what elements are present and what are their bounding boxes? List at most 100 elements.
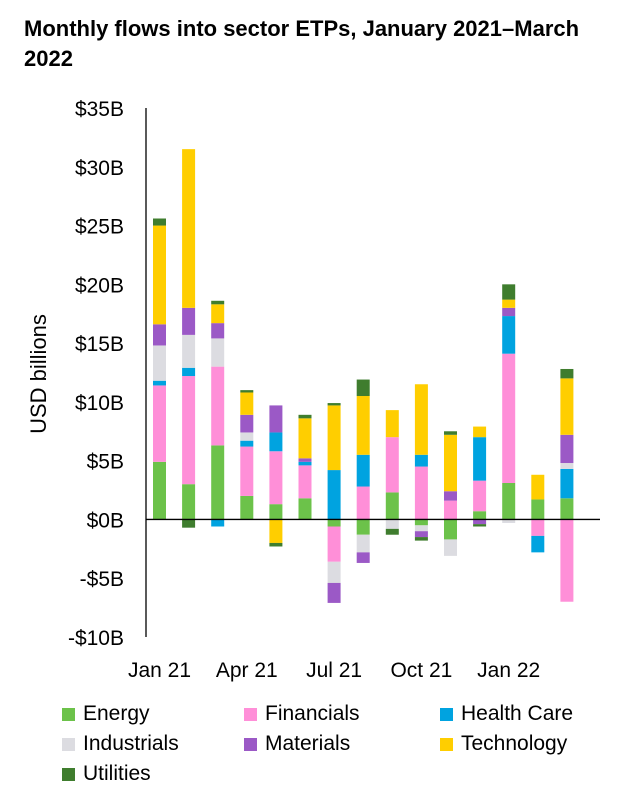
bar-segment-financials	[385, 437, 399, 493]
bar-segment-materials	[269, 405, 283, 433]
bar-segment-health-care	[182, 367, 196, 377]
y-tick-label: $5B	[87, 451, 124, 474]
bar-segment-materials	[298, 458, 312, 462]
chart-title: Monthly flows into sector ETPs, January …	[24, 16, 580, 71]
bar-segment-utilities	[473, 524, 487, 527]
bar-segment-industrials	[356, 534, 370, 553]
bar-segment-technology	[531, 474, 545, 500]
bar-segment-materials	[182, 307, 196, 335]
bar-segment-utilities	[502, 284, 516, 300]
y-tick-label: $30B	[75, 157, 124, 180]
bar-segment-health-care	[153, 380, 166, 386]
bar-segment-energy	[560, 498, 574, 520]
bar-segment-financials	[414, 466, 428, 520]
legend-swatch	[62, 707, 75, 721]
bar-segment-health-care	[414, 454, 428, 467]
bar-segment-health-care	[502, 316, 516, 354]
x-tick-label: Apr 21	[216, 659, 278, 682]
bar-segment-technology	[414, 384, 428, 455]
bar-segment-health-care	[327, 470, 341, 520]
bar-segment-utilities	[153, 218, 166, 226]
bar-segment-health-care	[240, 440, 254, 447]
legend-item-energy: Energy	[62, 702, 150, 726]
y-tick-label: -$5B	[80, 568, 124, 591]
bar-segment-materials	[327, 582, 341, 603]
bar-segment-energy	[414, 519, 428, 526]
legend-label: Materials	[265, 732, 351, 755]
bar-segment-energy	[444, 519, 457, 540]
bar-segment-utilities	[560, 368, 574, 379]
bar-segment-materials	[473, 519, 487, 525]
y-tick-label: $25B	[75, 216, 124, 239]
bar-segment-materials	[240, 414, 254, 433]
bar-segment-financials	[153, 385, 166, 462]
bar-segment-energy	[211, 445, 225, 520]
bar-segment-technology	[385, 410, 399, 438]
bar-segment-materials	[414, 531, 428, 538]
bar-segment-materials	[356, 552, 370, 563]
legend-swatch	[62, 767, 75, 781]
bar-segment-financials	[560, 519, 574, 602]
bar-segment-industrials	[502, 519, 516, 523]
y-tick-label: $0B	[87, 509, 124, 532]
legend-item-financials: Financials	[244, 702, 360, 726]
y-tick-label: $20B	[75, 274, 124, 297]
bar-segment-health-care	[473, 437, 487, 481]
bar-segment-utilities	[269, 542, 283, 547]
bar-segment-financials	[327, 526, 341, 562]
legend-swatch	[244, 707, 257, 721]
y-tick-label: $10B	[75, 392, 124, 415]
bar-segment-technology	[298, 418, 312, 459]
legend-item-utilities: Utilities	[62, 762, 151, 786]
legend-item-materials: Materials	[244, 732, 350, 756]
bar-segment-health-care	[211, 519, 225, 527]
legend-swatch	[440, 707, 453, 721]
bar-segment-health-care	[531, 535, 545, 553]
bar-segment-energy	[385, 492, 399, 520]
bar-segment-materials	[560, 434, 574, 464]
bar-segment-utilities	[298, 414, 312, 419]
bar-segment-industrials	[444, 539, 457, 556]
x-axis: Jan 21 Apr 21 Jul 21 Oct 21 Jan 22	[128, 518, 600, 682]
bar-segment-industrials	[414, 525, 428, 532]
bar-segment-financials	[182, 376, 196, 485]
bar-segment-industrials	[153, 345, 166, 381]
x-tick-label: Oct 21	[390, 659, 452, 682]
bars	[153, 149, 574, 603]
bar-segment-energy	[153, 461, 166, 520]
legend-swatch	[440, 737, 453, 751]
bar-segment-industrials	[211, 338, 225, 367]
bar-segment-materials	[153, 324, 166, 346]
legend-label: Financials	[265, 702, 360, 725]
bar-segment-energy	[327, 519, 341, 527]
bar-segment-utilities	[211, 300, 225, 305]
y-axis-label: USD billions	[26, 314, 51, 434]
bar-segment-industrials	[327, 561, 341, 583]
bar-segment-materials	[502, 307, 516, 317]
bar-segment-energy	[298, 498, 312, 520]
legend-label: Health Care	[461, 702, 574, 725]
y-tick-label: $35B	[75, 98, 124, 121]
legend-swatch	[62, 737, 75, 751]
bar-segment-materials	[211, 323, 225, 339]
bar-segment-materials	[444, 491, 457, 501]
bar-segment-technology	[240, 392, 254, 415]
bar-segment-health-care	[356, 454, 370, 487]
bar-segment-utilities	[240, 390, 254, 393]
bar-segment-financials	[444, 500, 457, 520]
bar-segment-financials	[473, 480, 487, 512]
bar-segment-financials	[502, 353, 516, 484]
bar-segment-financials	[356, 486, 370, 520]
bar-segment-health-care	[560, 468, 574, 499]
bar-segment-energy	[182, 484, 196, 520]
legend-label: Utilities	[83, 762, 151, 785]
bar-segment-technology	[269, 519, 283, 543]
bar-segment-health-care	[298, 461, 312, 466]
bar-segment-technology	[502, 299, 516, 308]
bar-segment-energy	[502, 483, 516, 520]
bar-segment-energy	[531, 499, 545, 520]
bar-segment-technology	[211, 304, 225, 324]
legend-item-health-care: Health Care	[440, 702, 573, 726]
bar-segment-technology	[473, 426, 487, 438]
legend-swatch	[244, 737, 257, 751]
